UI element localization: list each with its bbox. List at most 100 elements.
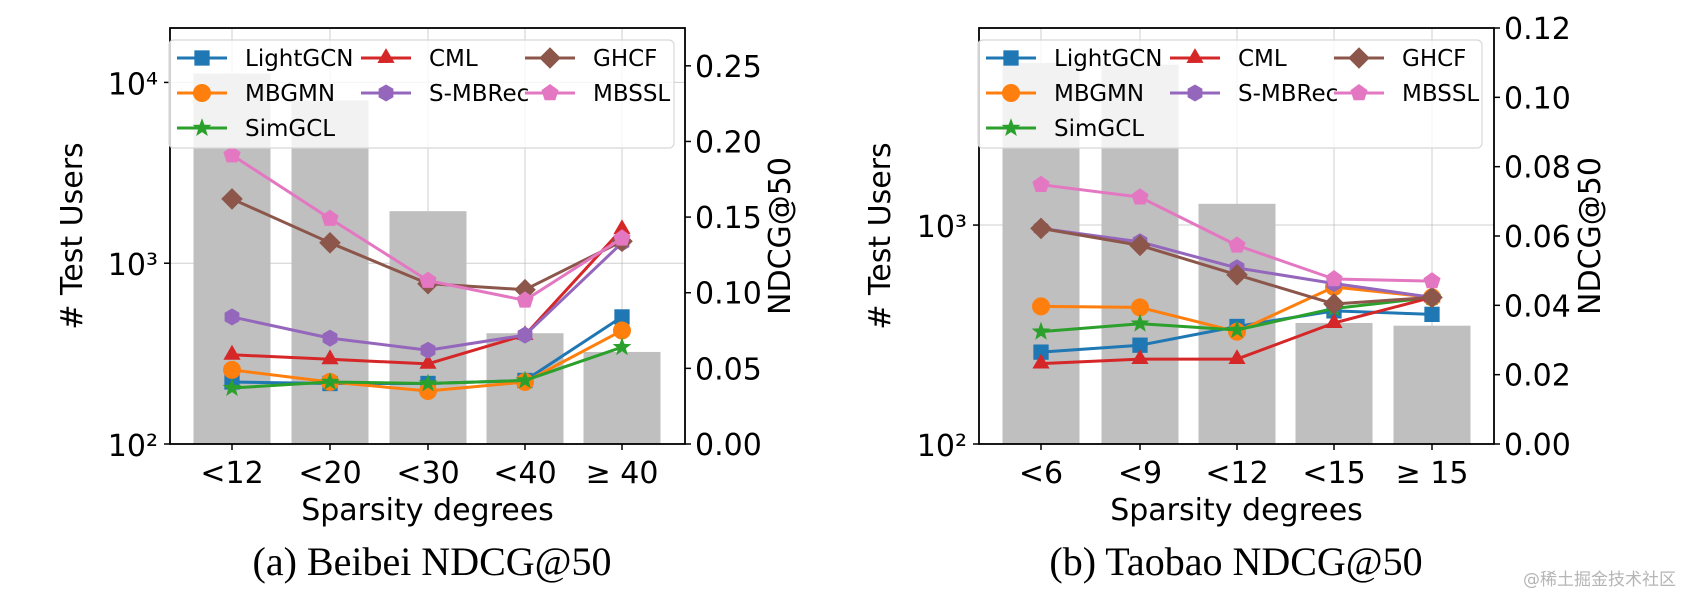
marker-mbssl: [613, 229, 631, 246]
x-axis-label: Sparsity degrees: [1110, 493, 1363, 528]
marker-simgcl: [515, 370, 535, 389]
x-tick-label: <9: [1118, 456, 1162, 491]
marker-ghcf: [1323, 293, 1345, 315]
marker-mbgmn: [419, 382, 437, 401]
legend-item-cml: CML: [361, 46, 478, 72]
marker-mbssl: [223, 146, 241, 163]
legend-label: MBGMN: [245, 81, 335, 107]
marker-simgcl: [418, 373, 438, 392]
marker-s-mbrec: [420, 341, 436, 359]
bar-test-users: [1393, 325, 1471, 444]
legend: LightGCN MBGMN SimGCL CML S-MBRec GHCF MBSSL: [168, 39, 675, 149]
marker-s-mbrec: [517, 326, 533, 344]
legend-item-lightgcn: LightGCN: [177, 46, 354, 72]
legend-marker-pentagon-icon: [541, 84, 559, 101]
legend-marker-diamond-icon: [539, 47, 561, 69]
legend-marker-star-icon: [1001, 118, 1021, 136]
y-axis-label-right: NDCG@50: [1573, 157, 1608, 315]
marker-ghcf: [1030, 217, 1052, 240]
marker-cml: [223, 344, 241, 360]
legend-marker-circle-icon: [193, 84, 211, 102]
marker-ghcf: [221, 188, 243, 210]
x-tick-label: <20: [298, 456, 361, 491]
right-tick-label: 0.00: [1504, 428, 1571, 463]
left-tick-label: 10⁴: [108, 67, 158, 102]
marker-simgcl: [1227, 320, 1247, 338]
marker-mbssl: [419, 271, 437, 288]
marker-s-mbrec: [224, 308, 240, 326]
bar-test-users: [389, 211, 467, 444]
right-tick-label: 0.10: [1504, 81, 1571, 116]
marker-cml: [419, 353, 437, 369]
right-tick-label: 0.00: [695, 428, 762, 463]
legend-marker-hexagon-icon: [1187, 84, 1203, 102]
x-tick-label: <40: [493, 456, 556, 491]
x-axis-label: Sparsity degrees: [301, 493, 554, 528]
marker-mbgmn: [613, 321, 631, 340]
marker-cml: [1228, 349, 1246, 364]
y-axis-label-left: # Test Users: [863, 142, 898, 329]
x-tick-label: ≥ 40: [586, 456, 659, 491]
marker-ghcf: [1129, 234, 1151, 257]
legend-label: SimGCL: [1054, 116, 1144, 142]
legend-marker-star-icon: [192, 118, 212, 136]
legend-item-ghcf: GHCF: [1334, 46, 1466, 72]
marker-mbssl: [1325, 270, 1343, 287]
x-tick-label: <12: [200, 456, 263, 491]
legend-item-mbssl: MBSSL: [525, 81, 670, 107]
x-tick-label: <15: [1302, 456, 1365, 491]
chart-caption: (a) Beibei NDCG@50: [253, 539, 612, 584]
panel-beibei: 10² 10³ 10⁴ 0.00 0.05 0.10 0.15 0.20 0.25 <12 <20 <…: [55, 27, 798, 584]
legend-item-mbgmn: MBGMN: [986, 81, 1144, 107]
marker-mbgmn: [1131, 298, 1149, 317]
left-tick-label: 10³: [917, 210, 967, 245]
chart-caption: (b) Taobao NDCG@50: [1049, 539, 1422, 584]
marker-simgcl: [612, 337, 632, 356]
legend-label: SimGCL: [245, 116, 335, 142]
marker-s-mbrec: [322, 329, 338, 347]
legend-item-mbssl: MBSSL: [1334, 81, 1479, 107]
marker-cml: [1325, 313, 1343, 328]
bar-test-users: [291, 100, 369, 445]
right-tick-label: 0.25: [695, 50, 762, 85]
x-tick-label: <12: [1205, 456, 1268, 491]
bar-test-users: [583, 351, 661, 444]
legend-label: MBSSL: [1402, 81, 1479, 107]
marker-mbgmn: [1032, 297, 1050, 316]
right-tick-label: 0.08: [1504, 151, 1571, 186]
marker-mbssl: [321, 209, 339, 226]
x-tick-label: <6: [1019, 456, 1063, 491]
marker-mbssl: [1131, 188, 1149, 205]
marker-ghcf: [514, 278, 536, 301]
legend-label: LightGCN: [1054, 46, 1163, 72]
marker-mbssl: [516, 291, 534, 308]
marker-ghcf: [1226, 264, 1248, 286]
marker-lightgcn: [1033, 344, 1049, 360]
x-tick-label: <30: [396, 456, 459, 491]
marker-lightgcn: [614, 309, 630, 325]
marker-mbssl: [1032, 175, 1050, 192]
legend-marker-hexagon-icon: [378, 84, 394, 102]
legend-item-ghcf: GHCF: [525, 46, 657, 72]
legend-item-mbgmn: MBGMN: [177, 81, 335, 107]
right-tick-label: 0.15: [695, 201, 762, 236]
right-tick-label: 0.05: [695, 352, 762, 387]
panel-taobao: 10² 10³ 0.00 0.02 0.04 0.06 0.08 0.10 0.12 <6 <9 <1…: [863, 12, 1608, 584]
marker-lightgcn: [1132, 337, 1148, 353]
legend-item-cml: CML: [1170, 46, 1287, 72]
marker-cml: [321, 349, 339, 365]
watermark: @稀土掘金技术社区: [1523, 570, 1676, 590]
legend-label: CML: [429, 46, 478, 72]
right-tick-label: 0.10: [695, 277, 762, 312]
left-tick-label: 10²: [917, 429, 967, 464]
y-axis-label-right: NDCG@50: [763, 157, 798, 315]
y-axis-label-left: # Test Users: [55, 142, 90, 329]
marker-simgcl: [1130, 313, 1150, 332]
legend-marker-circle-icon: [1002, 84, 1020, 102]
x-tick-label: ≥ 15: [1396, 456, 1469, 491]
legend-label: LightGCN: [245, 46, 354, 72]
legend-label: S-MBRec: [429, 81, 529, 107]
marker-mbgmn: [223, 360, 241, 379]
legend-marker-triangle-icon: [377, 48, 395, 63]
